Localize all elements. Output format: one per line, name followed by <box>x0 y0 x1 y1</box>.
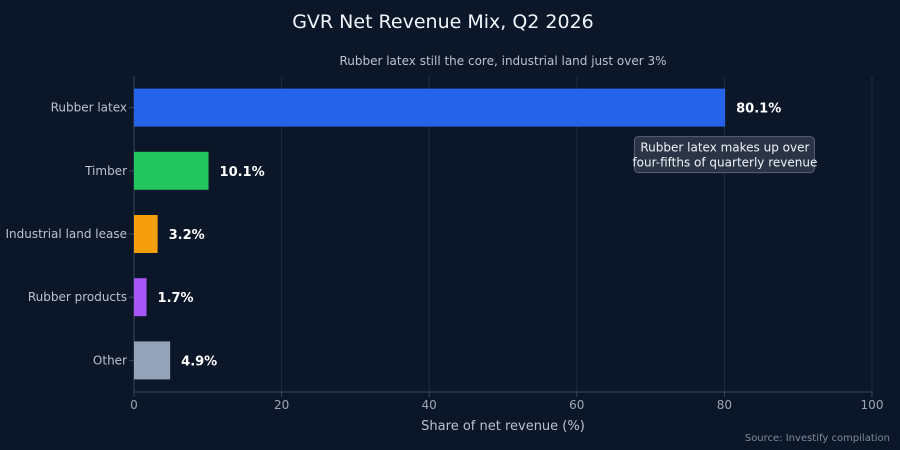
category-labels: Rubber latex Timber Industrial land lease R… <box>5 101 127 368</box>
bar <box>134 215 158 253</box>
annotation-box <box>633 136 815 174</box>
category-label: Timber <box>84 164 127 178</box>
category-label: Industrial land lease <box>5 227 127 241</box>
annotation-line-1: Rubber latex makes up over <box>640 141 809 155</box>
value-label: 4.9% <box>181 354 217 369</box>
source-note: Source: Investify compilation <box>745 433 890 444</box>
annotation: Rubber latex makes up over four-fifths o… <box>632 136 817 174</box>
value-labels: 80.1% 10.1% 3.2% 1.7% 4.9% <box>158 102 782 370</box>
grid <box>129 76 873 397</box>
x-tick-labels: 0 20 40 60 80 100 <box>130 398 883 412</box>
value-label: 3.2% <box>169 228 205 243</box>
x-tick-label: 20 <box>274 398 289 412</box>
x-tick-label: 80 <box>717 398 732 412</box>
chart-title: GVR Net Revenue Mix, Q2 2026 <box>292 11 594 33</box>
category-label: Other <box>93 353 127 367</box>
chart-subtitle: Rubber latex still the core, industrial … <box>339 54 666 68</box>
category-label: Rubber latex <box>51 101 127 115</box>
x-axis-title: Share of net revenue (%) <box>421 419 585 434</box>
x-tick-label: 100 <box>861 398 884 412</box>
annotation-line-2: four-fifths of quarterly revenue <box>632 156 817 170</box>
bars <box>134 88 726 380</box>
bar <box>134 151 209 190</box>
bar <box>134 278 147 317</box>
value-label: 80.1% <box>736 102 781 117</box>
value-label: 1.7% <box>158 291 194 306</box>
x-tick-label: 0 <box>130 398 138 412</box>
bar <box>134 341 171 380</box>
bar <box>134 88 726 127</box>
value-label: 10.1% <box>220 165 265 180</box>
x-tick-label: 40 <box>422 398 437 412</box>
x-tick-label: 60 <box>569 398 584 412</box>
category-label: Rubber products <box>28 290 127 304</box>
